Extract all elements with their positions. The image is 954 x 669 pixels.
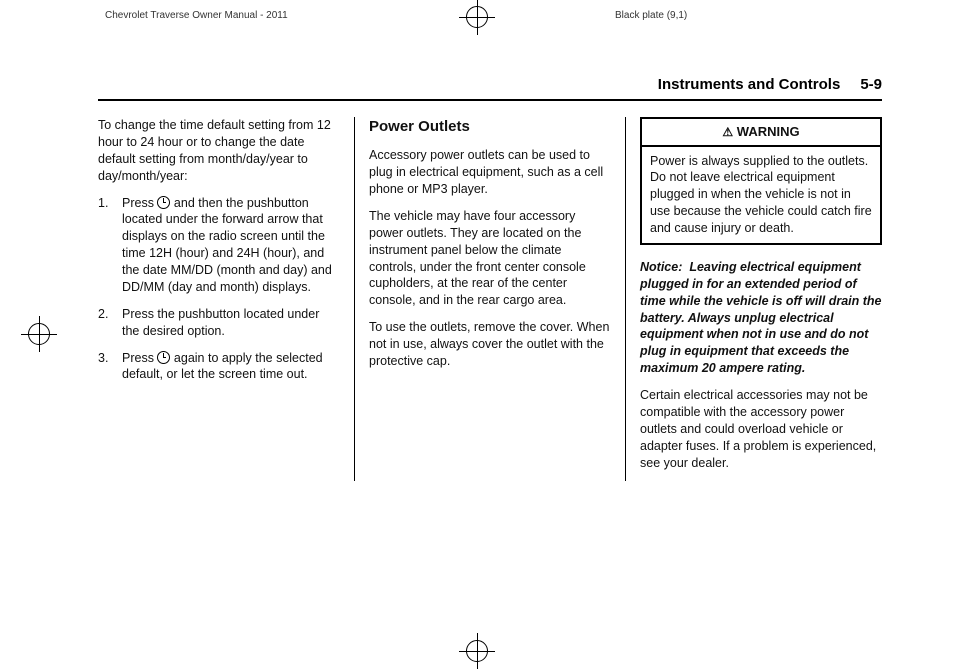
page-header: Instruments and Controls 5-9: [98, 76, 882, 101]
step-1-text-a: Press: [122, 196, 157, 210]
col1-intro: To change the time default setting from …: [98, 117, 340, 185]
warning-title-text: WARNING: [737, 124, 800, 139]
step-3-text-a: Press: [122, 351, 157, 365]
warning-box: ⚠ WARNING Power is always supplied to th…: [640, 117, 882, 245]
print-header-right: Black plate (9,1): [615, 10, 687, 21]
section-title: Instruments and Controls: [658, 76, 841, 93]
warning-title: ⚠ WARNING: [642, 119, 880, 147]
step-3-text: Press again to apply the selected defaul…: [122, 350, 340, 384]
step-2-number: 2.: [98, 306, 122, 340]
crop-mark-top-icon: [466, 6, 488, 28]
col1-steps: 1. Press and then the pushbutton located…: [98, 195, 340, 384]
step-2: 2. Press the pushbutton located under th…: [98, 306, 340, 340]
clock-icon: [157, 351, 170, 364]
col2-p3: To use the outlets, remove the cover. Wh…: [369, 319, 611, 370]
page-frame: Instruments and Controls 5-9 To change t…: [98, 76, 882, 628]
crop-mark-bottom-icon: [466, 640, 488, 662]
column-1: To change the time default setting from …: [98, 117, 340, 481]
crop-mark-left-icon: [28, 323, 50, 345]
print-header-left: Chevrolet Traverse Owner Manual - 2011: [105, 10, 288, 21]
warning-triangle-icon: ⚠: [722, 125, 733, 139]
step-1-number: 1.: [98, 195, 122, 296]
notice-body: Leaving electrical equipment plugged in …: [640, 260, 882, 375]
notice-paragraph: Notice: Leaving electrical equipment plu…: [640, 259, 882, 377]
col2-heading: Power Outlets: [369, 117, 611, 137]
column-2: Power Outlets Accessory power outlets ca…: [354, 117, 611, 481]
step-1-text: Press and then the pushbutton located un…: [122, 195, 340, 296]
step-1: 1. Press and then the pushbutton located…: [98, 195, 340, 296]
notice-label: Notice:: [640, 260, 682, 274]
step-3: 3. Press again to apply the selected def…: [98, 350, 340, 384]
warning-body: Power is always supplied to the outlets.…: [642, 147, 880, 243]
step-3-number: 3.: [98, 350, 122, 384]
notice-body-text: Leaving electrical equipment plugged in …: [640, 260, 882, 375]
clock-icon: [157, 196, 170, 209]
column-3: ⚠ WARNING Power is always supplied to th…: [625, 117, 882, 481]
step-2-text: Press the pushbutton located under the d…: [122, 306, 340, 340]
page-number: 5-9: [860, 76, 882, 93]
content-columns: To change the time default setting from …: [98, 117, 882, 481]
col2-p1: Accessory power outlets can be used to p…: [369, 147, 611, 198]
col3-after: Certain electrical accessories may not b…: [640, 387, 882, 471]
col2-p2: The vehicle may have four accessory powe…: [369, 208, 611, 309]
step-1-text-b: and then the pushbutton located under th…: [122, 196, 332, 294]
